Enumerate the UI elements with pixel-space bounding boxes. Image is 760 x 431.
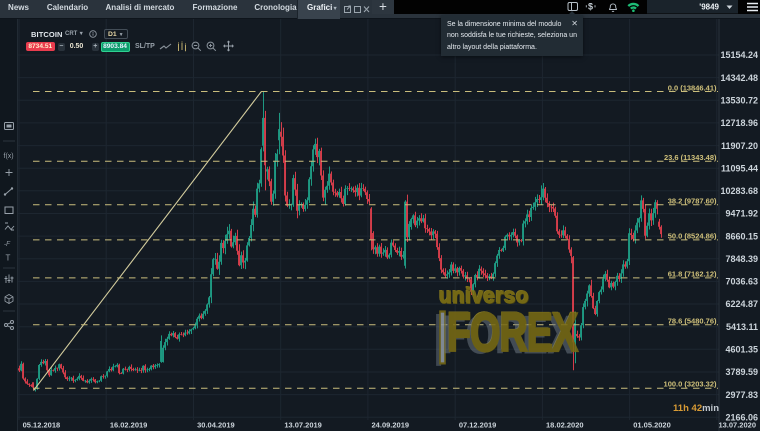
svg-text:12718.96: 12718.96	[720, 118, 758, 128]
svg-text:78.6 (5480.76): 78.6 (5480.76)	[668, 317, 717, 326]
svg-text:13.07.2020: 13.07.2020	[718, 420, 756, 429]
svg-text:18.02.2020: 18.02.2020	[546, 421, 584, 430]
svg-text:11h 42min: 11h 42min	[673, 403, 719, 414]
svg-text:100.0 (3203.32): 100.0 (3203.32)	[664, 379, 717, 388]
svg-text:11095.44: 11095.44	[721, 163, 758, 173]
svg-text:05.12.2018: 05.12.2018	[23, 421, 61, 430]
svg-text:0.0 (13846.41): 0.0 (13846.41)	[668, 83, 717, 92]
svg-text:16.02.2019: 16.02.2019	[110, 421, 148, 430]
svg-text:-𝐹: -𝐹	[4, 241, 11, 248]
svg-text:2977.83: 2977.83	[725, 390, 758, 400]
svg-text:10283.68: 10283.68	[720, 186, 758, 196]
svg-text:2166.06: 2166.06	[725, 412, 758, 422]
svg-text:61.8 (7162.12): 61.8 (7162.12)	[668, 270, 717, 279]
svg-text:$: $	[588, 2, 593, 12]
svg-text:'9849: '9849	[699, 3, 719, 12]
svg-text:38.2 (9787.60): 38.2 (9787.60)	[668, 197, 717, 206]
svg-text:4601.35: 4601.35	[725, 345, 758, 355]
svg-text:14342.48: 14342.48	[720, 73, 758, 83]
svg-text:23.6 (11343.48): 23.6 (11343.48)	[664, 153, 717, 162]
svg-text:7036.63: 7036.63	[725, 277, 758, 287]
svg-text:8660.15: 8660.15	[725, 231, 758, 241]
svg-text:30.04.2019: 30.04.2019	[197, 421, 235, 430]
svg-text:f(x): f(x)	[4, 153, 14, 160]
svg-text:15154.24: 15154.24	[720, 50, 758, 60]
svg-text:13.07.2019: 13.07.2019	[284, 421, 322, 430]
svg-text:6224.87: 6224.87	[725, 299, 758, 309]
svg-text:5413.11: 5413.11	[726, 322, 758, 332]
svg-text:9471.92: 9471.92	[725, 209, 758, 219]
svg-text:01.05.2020: 01.05.2020	[633, 421, 671, 430]
svg-text:7848.39: 7848.39	[725, 254, 758, 264]
svg-text:11907.20: 11907.20	[721, 141, 758, 151]
svg-text:07.12.2019: 07.12.2019	[459, 421, 497, 430]
svg-text:3789.59: 3789.59	[725, 367, 758, 377]
svg-text:50.0 (8524.86): 50.0 (8524.86)	[668, 232, 717, 241]
svg-text:24.09.2019: 24.09.2019	[372, 421, 410, 430]
svg-text:T: T	[6, 254, 11, 263]
svg-text:13530.72: 13530.72	[720, 96, 758, 106]
